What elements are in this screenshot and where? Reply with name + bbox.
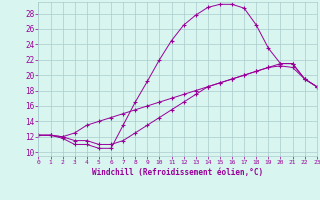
X-axis label: Windchill (Refroidissement éolien,°C): Windchill (Refroidissement éolien,°C) [92, 168, 263, 177]
